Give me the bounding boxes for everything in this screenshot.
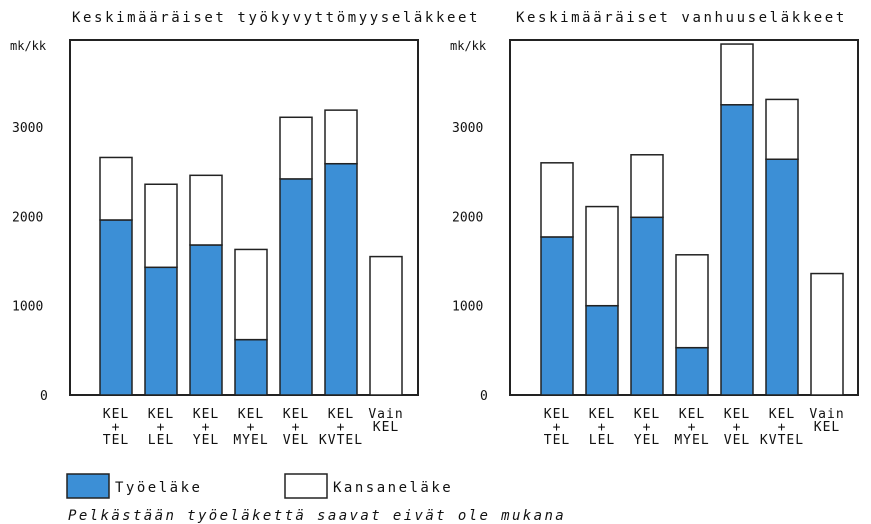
category-label: KEL [724, 407, 750, 422]
chart-right-bars [540, 43, 844, 396]
category-label: KEL [238, 407, 264, 422]
bar-tyoelake [144, 266, 178, 396]
bar-kansanelake [279, 116, 313, 180]
legend: Työeläke Kansaneläke [66, 473, 453, 499]
chart-right-categories: KEL+TELKEL+LELKEL+YELKEL+MYELKEL+VELKEL+… [544, 407, 844, 448]
bar-tyoelake [585, 304, 619, 396]
category-label: KEL [544, 407, 570, 422]
bar-kansanelake [324, 109, 358, 165]
category-label: YEL [634, 433, 660, 448]
category-label: VEL [283, 433, 309, 448]
bar-tyoelake [189, 244, 223, 396]
category-label: + [598, 420, 607, 435]
bar-tyoelake [630, 216, 664, 396]
bar-kansanelake [810, 272, 844, 396]
category-label: KEL [373, 420, 399, 435]
category-label: + [247, 420, 256, 435]
legend-swatch-kansanelake [284, 473, 328, 499]
category-label: TEL [544, 433, 570, 448]
category-label: MYEL [674, 433, 709, 448]
category-label: Vain [809, 407, 844, 422]
category-label: + [553, 420, 562, 435]
category-label: + [778, 420, 787, 435]
chart-right-title: Keskimääräiset vanhuuseläkkeet [516, 10, 847, 26]
y-tick-label: 0 [480, 389, 488, 404]
category-label: KEL [193, 407, 219, 422]
chart-left-categories: KEL+TELKEL+LELKEL+YELKEL+MYELKEL+VELKEL+… [103, 407, 403, 448]
category-label: KEL [283, 407, 309, 422]
bar-tyoelake [234, 338, 268, 396]
category-label: YEL [193, 433, 219, 448]
y-tick-label: 0 [40, 389, 48, 404]
bar-tyoelake [765, 158, 799, 396]
bar-kansanelake [189, 174, 223, 246]
category-label: + [292, 420, 301, 435]
category-label: VEL [724, 433, 750, 448]
category-label: KEL [148, 407, 174, 422]
bar-kansanelake [540, 162, 574, 238]
category-label: KEL [814, 420, 840, 435]
legend-label-tyoelake: Työeläke [115, 480, 202, 496]
category-label: TEL [103, 433, 129, 448]
bar-kansanelake [144, 183, 178, 269]
chart-left-bars [99, 109, 403, 396]
category-label: + [157, 420, 166, 435]
y-tick-label: 2000 [452, 210, 483, 225]
category-label: KEL [769, 407, 795, 422]
footnote: Pelkästään työeläkettä saavat eivät ole … [68, 508, 566, 524]
category-label: KEL [589, 407, 615, 422]
category-label: MYEL [233, 433, 268, 448]
y-tick-label: 1000 [12, 300, 43, 315]
legend-swatch-tyoelake [66, 473, 110, 499]
category-label: + [337, 420, 346, 435]
bar-kansanelake [630, 154, 664, 219]
category-label: KEL [679, 407, 705, 422]
category-label: + [643, 420, 652, 435]
y-tick-label: 3000 [12, 121, 43, 136]
category-label: LEL [148, 433, 174, 448]
category-label: KVTEL [319, 433, 363, 448]
category-label: KVTEL [760, 433, 804, 448]
chart-right-yticks: 0 1000 2000 3000 [452, 121, 488, 404]
category-label: + [688, 420, 697, 435]
category-label: + [112, 420, 121, 435]
legend-label-kansanelake: Kansaneläke [333, 480, 453, 496]
category-label: KEL [634, 407, 660, 422]
category-label: LEL [589, 433, 615, 448]
chart-left-yticks: 0 1000 2000 3000 [12, 121, 48, 404]
category-label: KEL [328, 407, 354, 422]
bar-kansanelake [585, 205, 619, 307]
chart-right-ylabel: mk/kk [450, 39, 487, 53]
category-label: Vain [368, 407, 403, 422]
category-label: KEL [103, 407, 129, 422]
bar-tyoelake [324, 162, 358, 396]
bar-tyoelake [99, 219, 133, 396]
bar-tyoelake [720, 104, 754, 396]
category-label: + [202, 420, 211, 435]
chart-left: Keskimääräiset työkyvyttömyyseläkkeet mk… [10, 10, 480, 448]
bar-tyoelake [675, 346, 709, 396]
bar-kansanelake [234, 248, 268, 341]
bar-tyoelake [540, 236, 574, 396]
bar-kansanelake [765, 98, 799, 160]
category-label: + [733, 420, 742, 435]
bar-kansanelake [369, 255, 403, 396]
y-tick-label: 1000 [452, 300, 483, 315]
y-tick-label: 2000 [12, 210, 43, 225]
bar-tyoelake [279, 178, 313, 396]
chart-left-title: Keskimääräiset työkyvyttömyyseläkkeet [72, 10, 480, 26]
chart-left-ylabel: mk/kk [10, 39, 47, 53]
chart-right: Keskimääräiset vanhuuseläkkeet mk/kk 0 10… [450, 10, 859, 448]
bar-kansanelake [675, 254, 709, 349]
bar-kansanelake [99, 156, 133, 221]
bar-kansanelake [720, 43, 754, 106]
y-tick-label: 3000 [452, 121, 483, 136]
